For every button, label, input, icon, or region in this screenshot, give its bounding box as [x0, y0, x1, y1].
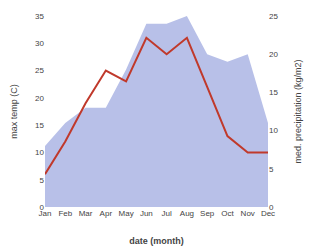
- svg-text:25: 25: [35, 66, 44, 75]
- svg-text:0: 0: [269, 203, 274, 212]
- svg-text:Aug: Aug: [180, 209, 194, 218]
- svg-text:15: 15: [269, 88, 278, 97]
- svg-text:15: 15: [35, 121, 44, 130]
- svg-text:Oct: Oct: [221, 209, 234, 218]
- svg-text:Apr: Apr: [100, 209, 113, 218]
- svg-text:date (month): date (month): [129, 236, 184, 246]
- svg-text:30: 30: [35, 39, 44, 48]
- svg-text:10: 10: [269, 126, 278, 135]
- svg-text:5: 5: [40, 176, 45, 185]
- svg-text:20: 20: [269, 50, 278, 59]
- svg-text:Feb: Feb: [58, 209, 72, 218]
- svg-text:0: 0: [40, 203, 45, 212]
- svg-text:35: 35: [35, 12, 44, 21]
- svg-text:Jan: Jan: [39, 209, 52, 218]
- svg-text:5: 5: [269, 165, 274, 174]
- svg-text:20: 20: [35, 94, 44, 103]
- svg-text:25: 25: [269, 12, 278, 21]
- svg-text:Mar: Mar: [79, 209, 93, 218]
- svg-text:10: 10: [35, 148, 44, 157]
- svg-text:Sep: Sep: [200, 209, 215, 218]
- svg-text:med. precipitation (kg/m2): med. precipitation (kg/m2): [293, 59, 303, 163]
- svg-text:Dec: Dec: [261, 209, 275, 218]
- svg-text:Nov: Nov: [241, 209, 255, 218]
- svg-text:Jun: Jun: [140, 209, 153, 218]
- svg-text:Jul: Jul: [162, 209, 172, 218]
- svg-text:max temp (C): max temp (C): [9, 84, 19, 139]
- svg-text:May: May: [119, 209, 134, 218]
